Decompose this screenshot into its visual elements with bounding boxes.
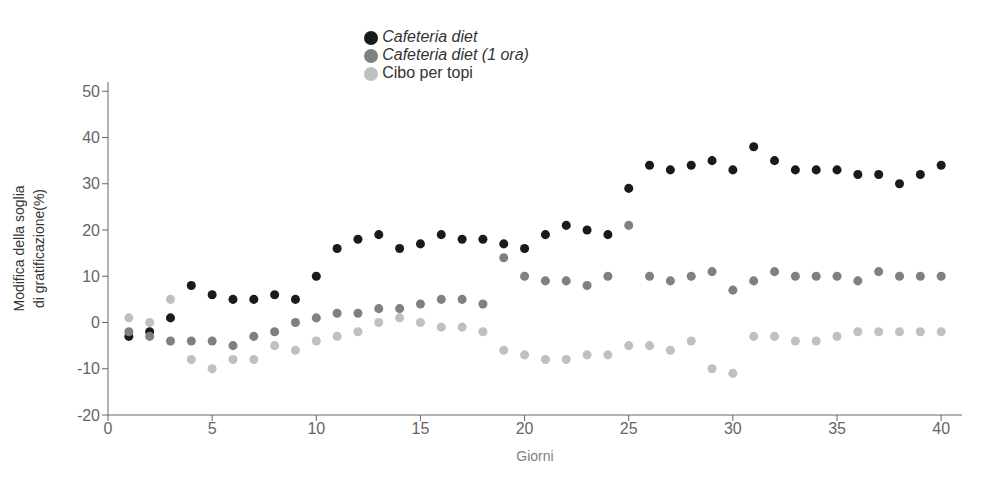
svg-text:25: 25 bbox=[620, 420, 638, 437]
svg-text:40: 40 bbox=[82, 129, 100, 146]
svg-text:Modifica della sogliadi gratif: Modifica della sogliadi gratificazione(%… bbox=[11, 185, 47, 311]
html-text:Cafeteria diet (1 ora): Cafeteria diet (1 ora) bbox=[382, 46, 529, 63]
svg-text:30: 30 bbox=[82, 175, 100, 192]
svg-text:20: 20 bbox=[516, 420, 534, 437]
svg-text:10: 10 bbox=[307, 420, 325, 437]
svg-text:Giorni: Giorni bbox=[516, 448, 553, 464]
svg-text:-20: -20 bbox=[77, 407, 100, 424]
html-text:Cafeteria diet: Cafeteria diet bbox=[382, 28, 478, 45]
html-text:Cibo per topi: Cibo per topi bbox=[382, 64, 473, 81]
svg-text:-10: -10 bbox=[77, 360, 100, 377]
svg-text:40: 40 bbox=[932, 420, 950, 437]
svg-text:0: 0 bbox=[91, 314, 100, 331]
svg-text:50: 50 bbox=[82, 83, 100, 100]
svg-text:10: 10 bbox=[82, 268, 100, 285]
svg-text:5: 5 bbox=[208, 420, 217, 437]
svg-text:0: 0 bbox=[104, 420, 113, 437]
svg-text:35: 35 bbox=[828, 420, 846, 437]
svg-text:30: 30 bbox=[724, 420, 742, 437]
svg-text:20: 20 bbox=[82, 222, 100, 239]
svg-text:15: 15 bbox=[412, 420, 430, 437]
